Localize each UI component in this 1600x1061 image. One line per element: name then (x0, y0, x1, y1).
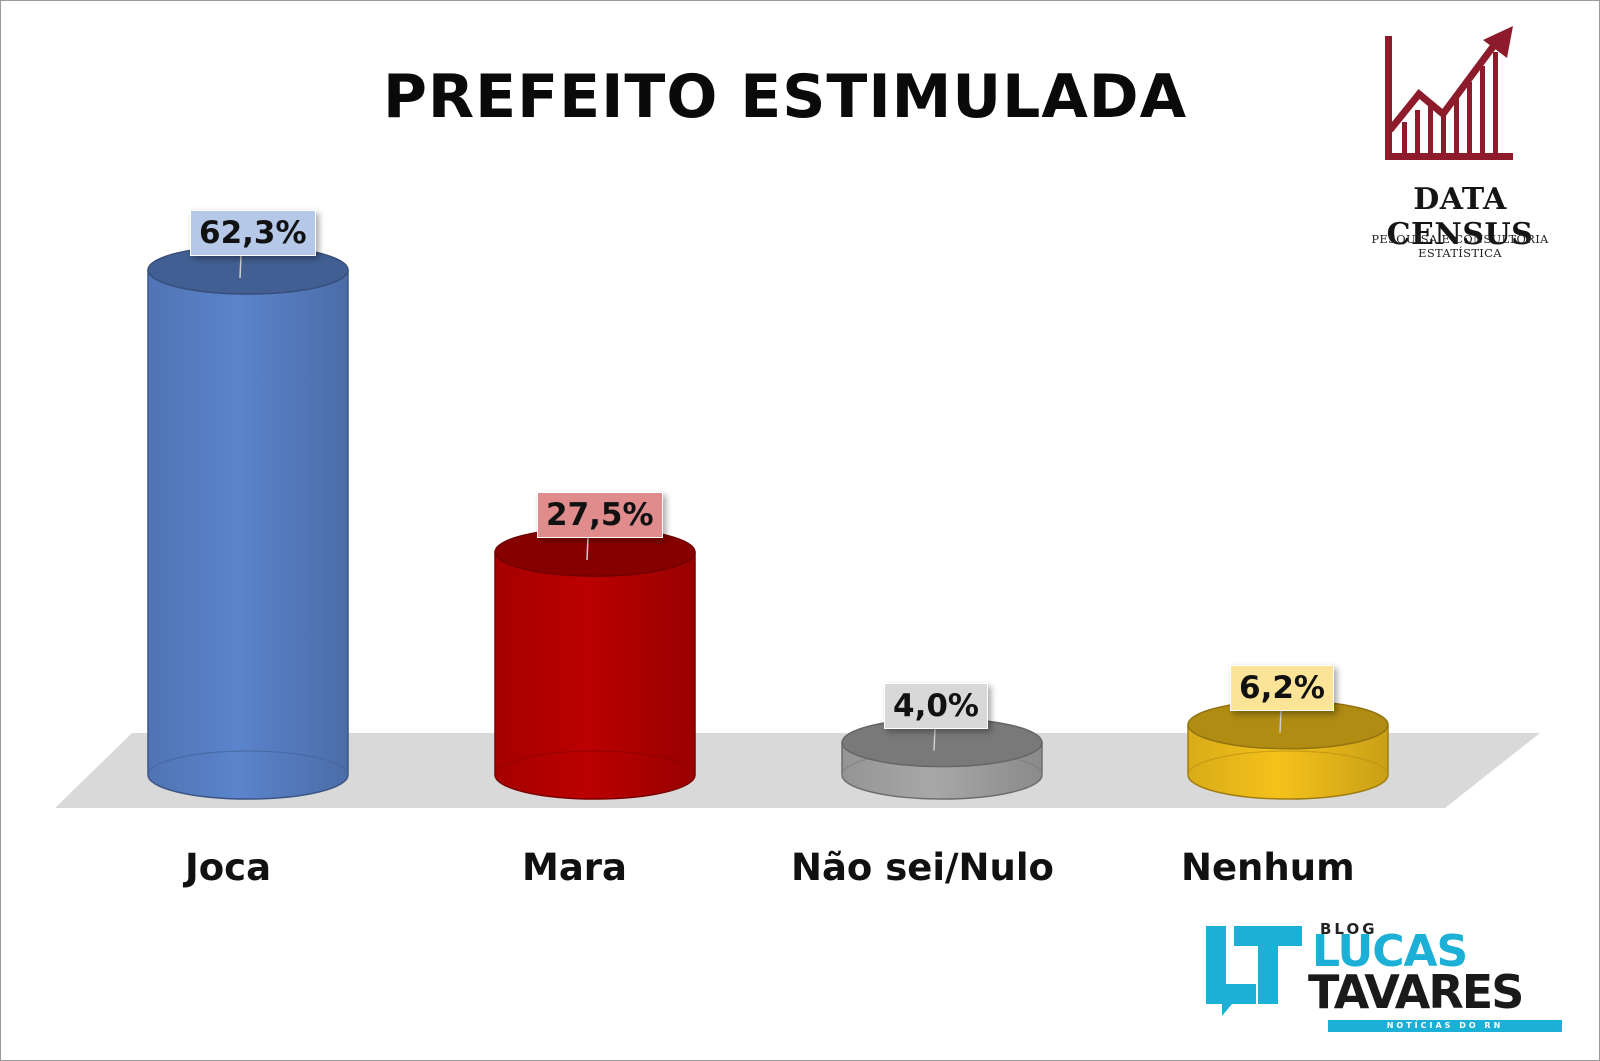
growth-chart-icon (1385, 26, 1513, 160)
data-census-name: DATA CENSUS (1386, 182, 1534, 252)
data-label-4: 6,2% (1230, 664, 1334, 711)
data-label-3: 4,0% (884, 682, 988, 729)
lt-subtitle: NOTÍCIAS DO RN (1328, 1020, 1562, 1032)
bar-1 (147, 231, 349, 800)
bar-2 (494, 514, 696, 800)
chart-title: PREFEITO ESTIMULADA (382, 62, 1188, 132)
chart-floor (55, 733, 1540, 808)
lt-name-bottom: TAVARES (1308, 965, 1524, 1019)
data-label-2: 27,5% (537, 492, 663, 539)
blog-lucas-tavares-logo: BLOG LUCAS TAVARES NOTÍCIAS DO RN (1200, 920, 1575, 1040)
bar-body-2 (494, 551, 696, 800)
bar-body-1 (147, 269, 349, 800)
bar-3 (841, 704, 1043, 800)
data-census-logo: DATA CENSUS PESQUISA E CONSULTORIA ESTAT… (1335, 22, 1585, 260)
bar-4 (1187, 686, 1389, 800)
data-label-1: 62,3% (190, 210, 316, 256)
category-label-1: Joca (185, 846, 272, 889)
bar-base-arc-4 (1187, 750, 1389, 776)
category-label-2: Mara (522, 846, 628, 889)
category-label-4: Nenhum (1181, 846, 1355, 889)
data-census-tagline: PESQUISA E CONSULTORIA ESTATÍSTICA (1371, 232, 1549, 260)
lt-monogram-icon (1206, 926, 1302, 1016)
lt-blog-label: BLOG (1320, 920, 1378, 938)
lt-name-top: LUCAS (1312, 926, 1468, 977)
category-label-3: Não sei/Nulo (791, 846, 1054, 889)
bar-base-arc-2 (494, 750, 696, 776)
bar-base-arc-1 (147, 750, 349, 776)
